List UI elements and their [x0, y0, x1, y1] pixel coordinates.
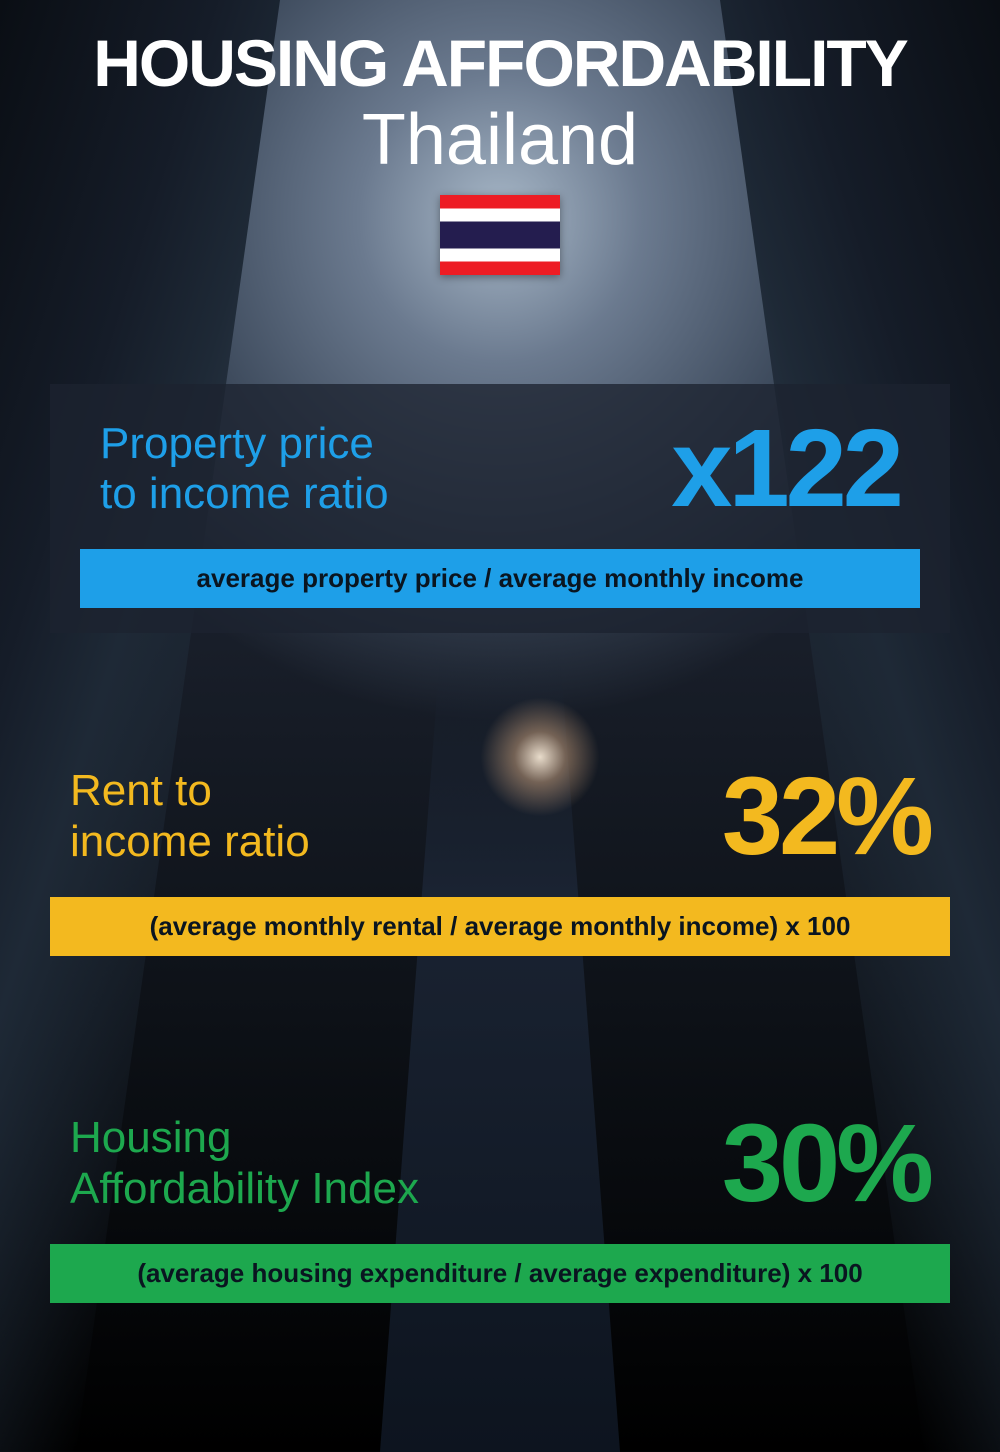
metric-rent-income: Rent to income ratio 32% (average monthl… [50, 762, 950, 956]
metric-value: x122 [671, 414, 900, 524]
metric-value: 30% [722, 1109, 930, 1219]
metric-label: Property price to income ratio [100, 419, 389, 520]
formula-bar: (average housing expenditure / average e… [50, 1244, 950, 1303]
metric-property-price: Property price to income ratio x122 aver… [50, 384, 950, 633]
metric-value: 32% [722, 762, 930, 872]
metric-label: Housing Affordability Index [70, 1113, 419, 1214]
metric-affordability-index: Housing Affordability Index 30% (average… [50, 1109, 950, 1303]
title-country: Thailand [0, 101, 1000, 180]
title-main: HOUSING AFFORDABILITY [0, 30, 1000, 96]
metrics-container: Property price to income ratio x122 aver… [0, 310, 1000, 1402]
thailand-flag-icon [440, 195, 560, 275]
formula-bar: average property price / average monthly… [80, 549, 920, 608]
header: HOUSING AFFORDABILITY Thailand [0, 30, 1000, 280]
metric-label: Rent to income ratio [70, 766, 310, 867]
infographic-content: HOUSING AFFORDABILITY Thailand Property … [0, 0, 1000, 1452]
formula-bar: (average monthly rental / average monthl… [50, 897, 950, 956]
